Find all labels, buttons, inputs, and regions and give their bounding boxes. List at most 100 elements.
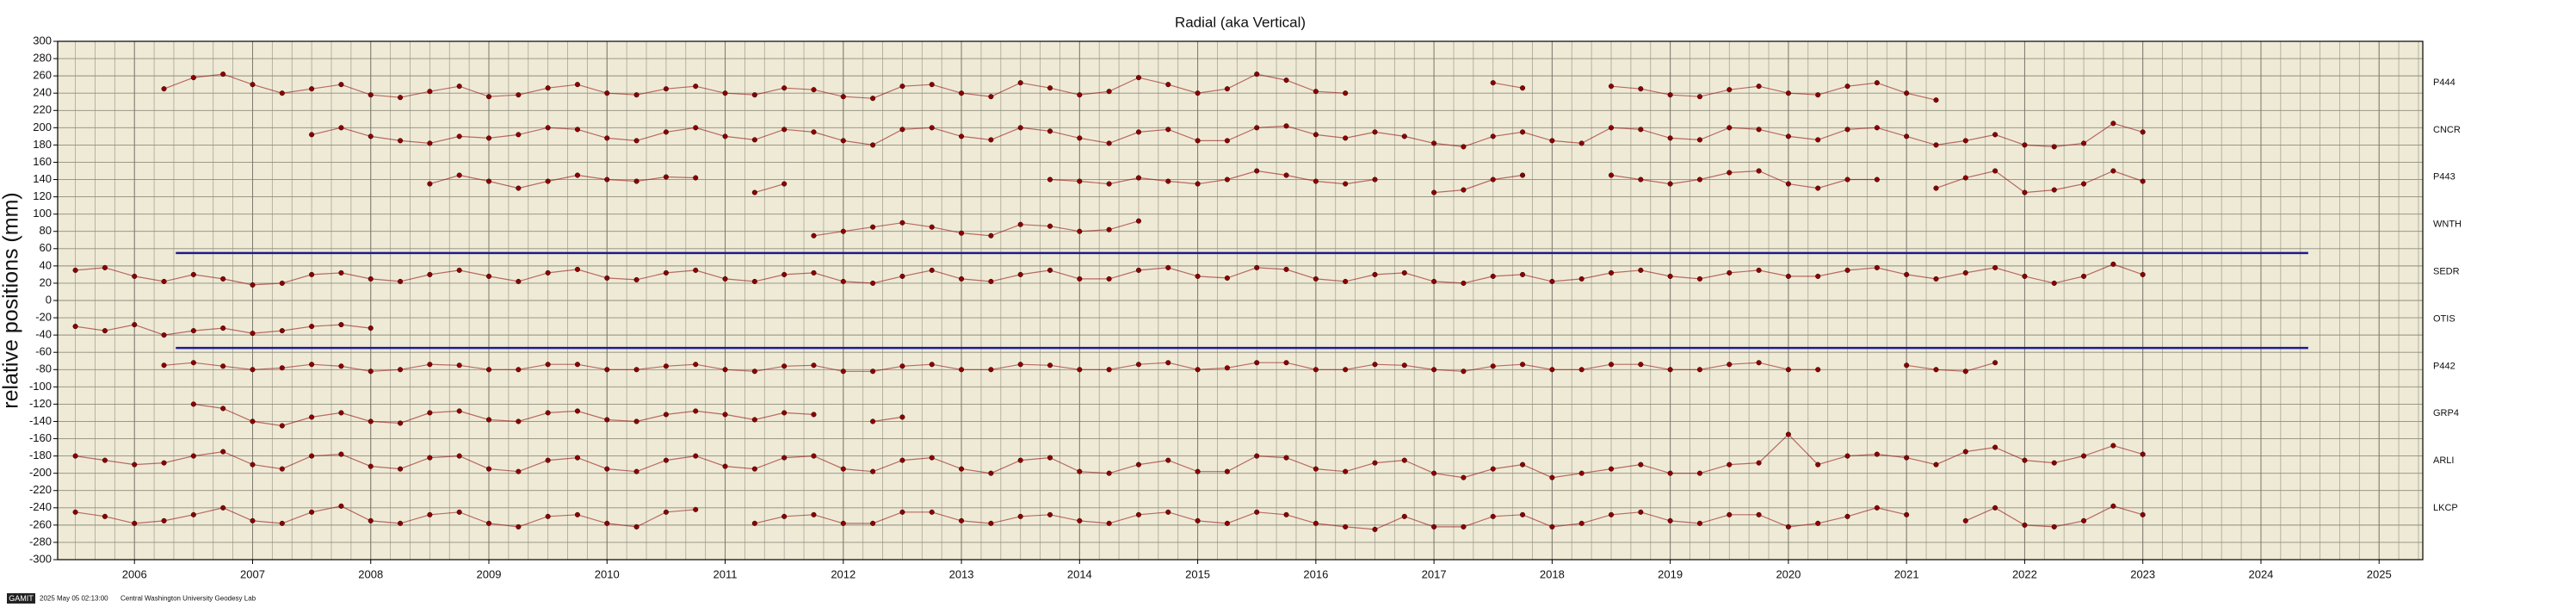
- data-point: [190, 453, 196, 459]
- data-point: [1077, 367, 1083, 373]
- data-point: [1992, 132, 1998, 138]
- data-point: [1017, 457, 1023, 463]
- data-point: [1667, 273, 1673, 279]
- data-point: [398, 95, 404, 101]
- data-point: [2110, 261, 2116, 267]
- data-point: [781, 271, 788, 277]
- data-point: [1608, 362, 1615, 368]
- data-point: [781, 513, 788, 519]
- data-point: [1254, 71, 1260, 77]
- data-point: [1461, 187, 1467, 193]
- data-point: [574, 266, 581, 272]
- station-label: GRP4: [2433, 408, 2459, 418]
- data-point: [1313, 520, 1319, 526]
- data-point: [250, 282, 256, 288]
- data-point: [663, 129, 669, 135]
- data-point: [456, 408, 462, 414]
- data-point: [693, 84, 699, 90]
- data-point: [368, 325, 374, 331]
- data-point: [1490, 513, 1496, 519]
- data-point: [485, 135, 492, 141]
- y-tick-label: 240: [33, 86, 52, 99]
- data-point: [1490, 363, 1496, 369]
- data-point: [899, 414, 905, 420]
- data-point: [1727, 269, 1733, 276]
- data-point: [368, 133, 374, 139]
- data-point: [190, 75, 196, 81]
- data-point: [1638, 86, 1644, 92]
- data-point: [338, 410, 344, 416]
- data-point: [1106, 140, 1112, 146]
- footer: GAMIT 2025 May 05 02:13:00 Central Washi…: [7, 593, 256, 604]
- y-tick-label: -80: [35, 362, 52, 375]
- data-point: [1520, 271, 1526, 277]
- data-point: [1844, 513, 1850, 519]
- data-point: [722, 133, 728, 139]
- data-point: [1667, 135, 1673, 141]
- data-point: [722, 276, 728, 282]
- data-point: [1696, 367, 1703, 373]
- data-point: [1815, 461, 1821, 468]
- data-point: [1608, 125, 1615, 131]
- data-point: [1785, 273, 1791, 279]
- data-point: [1578, 140, 1585, 146]
- data-point: [840, 138, 846, 144]
- x-tick-label: 2006: [122, 567, 147, 580]
- data-point: [1490, 466, 1496, 472]
- data-point: [811, 362, 817, 369]
- data-point: [279, 280, 285, 286]
- data-point: [516, 278, 522, 284]
- data-point: [132, 322, 138, 328]
- data-point: [1844, 84, 1850, 90]
- x-tick-label: 2019: [1658, 567, 1683, 580]
- data-point: [988, 470, 994, 476]
- data-point: [1904, 90, 1910, 96]
- data-point: [1254, 453, 1260, 459]
- data-point: [72, 509, 78, 515]
- data-point: [722, 412, 728, 418]
- data-point: [899, 363, 905, 369]
- data-point: [1608, 172, 1615, 178]
- data-point: [722, 367, 728, 373]
- data-point: [2081, 140, 2087, 146]
- data-point: [250, 461, 256, 468]
- data-point: [485, 367, 492, 373]
- y-tick-label: 220: [33, 103, 52, 116]
- data-point: [633, 138, 639, 144]
- data-point: [1844, 453, 1850, 459]
- series-trace: [813, 220, 1140, 237]
- data-point: [751, 369, 757, 375]
- data-point: [1313, 89, 1319, 95]
- y-tick-label: -240: [29, 500, 52, 513]
- data-point: [516, 468, 522, 474]
- data-point: [1343, 523, 1349, 530]
- data-point: [1343, 367, 1349, 373]
- data-point: [250, 418, 256, 424]
- y-tick-label: -220: [29, 483, 52, 496]
- data-point: [633, 468, 639, 474]
- data-point: [1135, 362, 1142, 368]
- data-point: [1195, 367, 1201, 373]
- data-point: [545, 513, 551, 519]
- data-point: [1962, 369, 1968, 375]
- data-point: [1667, 517, 1673, 523]
- data-point: [427, 181, 433, 187]
- data-point: [604, 90, 610, 96]
- data-point: [899, 127, 905, 133]
- data-point: [2140, 178, 2146, 184]
- data-point: [368, 517, 374, 523]
- data-point: [751, 137, 757, 143]
- data-point: [1077, 178, 1083, 184]
- data-point: [574, 172, 581, 178]
- x-tick-label: 2021: [1894, 567, 1919, 580]
- y-tick-label: -140: [29, 414, 52, 427]
- data-point: [929, 125, 935, 131]
- data-point: [1933, 97, 1939, 103]
- series: P443: [427, 168, 2456, 195]
- data-point: [516, 523, 522, 530]
- data-point: [1313, 132, 1319, 138]
- data-point: [1195, 138, 1201, 144]
- data-point: [309, 414, 315, 420]
- data-point: [1401, 513, 1407, 519]
- data-point: [368, 276, 374, 282]
